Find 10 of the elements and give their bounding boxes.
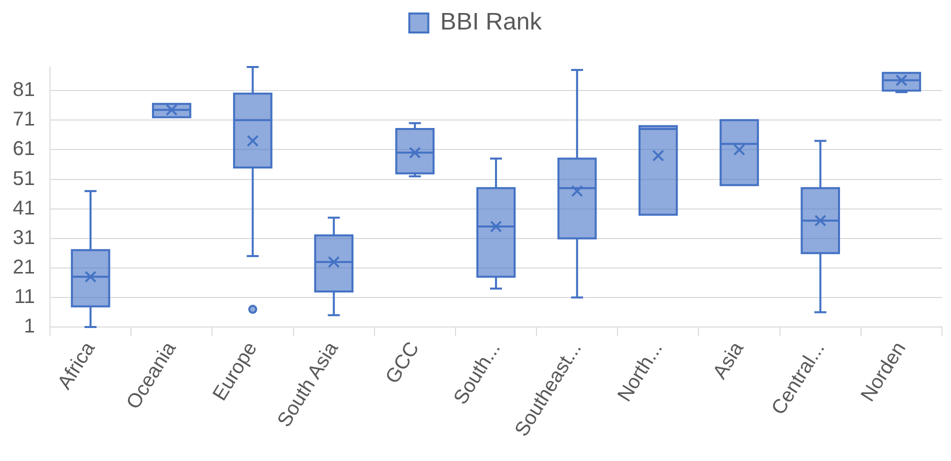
y-tick-label: 41 [12,197,35,220]
y-tick-label: 71 [12,108,35,131]
y-tick-label: 31 [12,226,35,249]
y-tick-label: 51 [12,168,35,190]
y-tick-label: 61 [12,138,35,160]
y-tick-label: 81 [12,79,35,102]
legend-label: BBI Rank [440,8,543,36]
y-tick-label: 1 [24,316,35,338]
y-tick-label: 11 [14,286,35,308]
y-tick-label: 21 [12,256,35,278]
